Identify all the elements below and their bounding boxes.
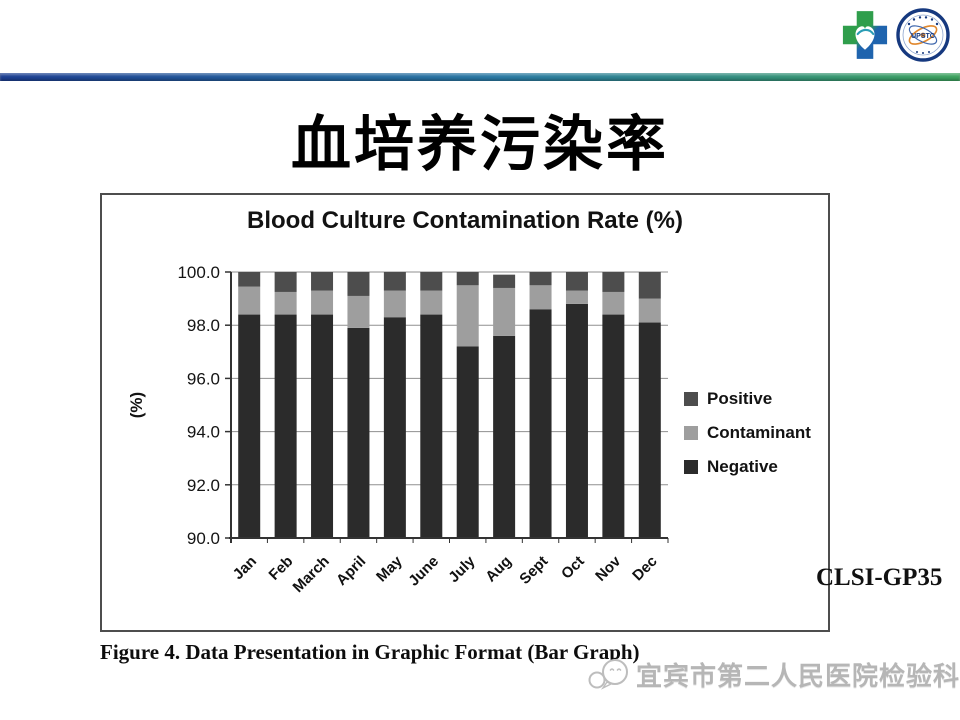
heart-swoosh xyxy=(856,28,875,36)
bar-segment-contaminant-dec xyxy=(638,298,661,323)
badge-nucleus xyxy=(920,32,926,38)
bar-segment-negative-jan xyxy=(238,314,261,538)
bar-segment-contaminant-aug xyxy=(493,287,516,336)
bar-segment-positive-july xyxy=(456,272,479,286)
badge-center-text: UPSTC xyxy=(911,33,935,40)
hospital-badge-logo: UPSTC xyxy=(896,8,950,62)
bar-segment-contaminant-oct xyxy=(565,290,588,304)
x-category-label: Feb xyxy=(266,553,297,584)
bar-segment-negative-nov xyxy=(602,314,625,538)
badge-bottom-dots xyxy=(916,51,930,54)
bar-segment-negative-march xyxy=(311,314,334,538)
bar-segment-negative-may xyxy=(383,317,406,538)
bar-segment-negative-feb xyxy=(274,314,297,538)
bar-segment-contaminant-april xyxy=(347,295,370,328)
x-category-label: Aug xyxy=(482,553,515,586)
x-category-label: Oct xyxy=(558,553,588,583)
y-axis-title: (%) xyxy=(127,392,146,418)
x-category-label: March xyxy=(290,553,333,596)
bar-segment-contaminant-may xyxy=(383,290,406,318)
bar-segment-contaminant-jan xyxy=(238,286,261,315)
badge-arc-dots xyxy=(907,16,939,26)
x-category-label: June xyxy=(405,553,442,590)
x-category-label: April xyxy=(333,553,369,589)
bar-segment-contaminant-march xyxy=(311,290,334,315)
wechat-icon xyxy=(588,658,628,690)
bar-segment-contaminant-sept xyxy=(529,285,552,310)
legend-item-contaminant: Contaminant xyxy=(684,423,811,443)
x-category-label: May xyxy=(373,552,406,585)
x-category-label: Jan xyxy=(230,553,260,583)
legend-label: Negative xyxy=(707,457,778,476)
bar-segment-positive-nov xyxy=(602,272,625,292)
bar-segment-contaminant-june xyxy=(420,290,443,315)
legend-swatch xyxy=(684,460,698,474)
y-tick-label: 94.0 xyxy=(187,423,220,442)
hospital-cross-logo xyxy=(842,11,888,59)
bar-segment-positive-dec xyxy=(638,272,661,299)
x-category-label: Dec xyxy=(629,553,660,584)
bar-segment-positive-jan xyxy=(238,272,261,287)
figure-caption: Figure 4. Data Presentation in Graphic F… xyxy=(100,640,640,664)
slide-title: 血培养污染率 xyxy=(291,111,669,178)
chart-legend: Positive Contaminant Negative xyxy=(684,389,811,477)
x-category-label: Nov xyxy=(592,552,625,585)
bar-segment-negative-sept xyxy=(529,309,552,538)
bar-segment-negative-july xyxy=(456,346,479,538)
y-tick-label: 92.0 xyxy=(187,476,220,495)
bar-segment-contaminant-july xyxy=(456,285,479,347)
y-tick-label: 90.0 xyxy=(187,529,220,548)
bar-segment-negative-oct xyxy=(565,303,588,538)
bar-segment-negative-aug xyxy=(493,335,516,538)
bar-segment-contaminant-nov xyxy=(602,291,625,315)
logo-row: UPSTC xyxy=(842,8,950,62)
footer: 宜宾市第二人民医院检验科 xyxy=(588,656,960,693)
legend-label: Positive xyxy=(707,389,773,408)
bar-segment-negative-dec xyxy=(638,322,661,538)
x-category-label: Sept xyxy=(516,553,551,588)
badge-orbit-1 xyxy=(908,25,938,45)
bar-segment-positive-may xyxy=(383,272,406,291)
bar-segment-negative-june xyxy=(420,314,443,538)
badge-inner-ring xyxy=(902,14,944,56)
legend-swatch xyxy=(684,392,698,406)
bar-segment-positive-april xyxy=(347,272,370,296)
bar-segment-negative-april xyxy=(347,327,370,538)
x-category-label: July xyxy=(445,552,479,586)
y-tick-label: 96.0 xyxy=(187,369,220,388)
bar-segment-positive-oct xyxy=(565,272,588,291)
legend-swatch xyxy=(684,426,698,440)
legend-item-negative: Negative xyxy=(684,457,811,477)
chart-title: Blood Culture Contamination Rate (%) xyxy=(247,207,683,234)
bar-segment-positive-feb xyxy=(274,272,297,292)
bar-segment-positive-march xyxy=(311,272,334,291)
bar-segment-contaminant-feb xyxy=(274,291,297,315)
chart-panel: Blood Culture Contamination Rate (%) 90.… xyxy=(100,193,830,632)
reference-label: CLSI-GP35 xyxy=(816,564,943,591)
bar-segment-positive-sept xyxy=(529,272,552,286)
y-tick-label: 100.0 xyxy=(177,263,220,282)
legend-label: Contaminant xyxy=(707,423,811,442)
badge-orbit-2 xyxy=(908,25,938,45)
footer-text: 宜宾市第二人民医院检验科 xyxy=(636,661,960,691)
y-tick-label: 98.0 xyxy=(187,316,220,335)
bar-segment-positive-aug xyxy=(493,274,516,288)
bar-segment-positive-june xyxy=(420,272,443,291)
legend-item-positive: Positive xyxy=(684,389,811,409)
divider-bar xyxy=(0,73,960,81)
